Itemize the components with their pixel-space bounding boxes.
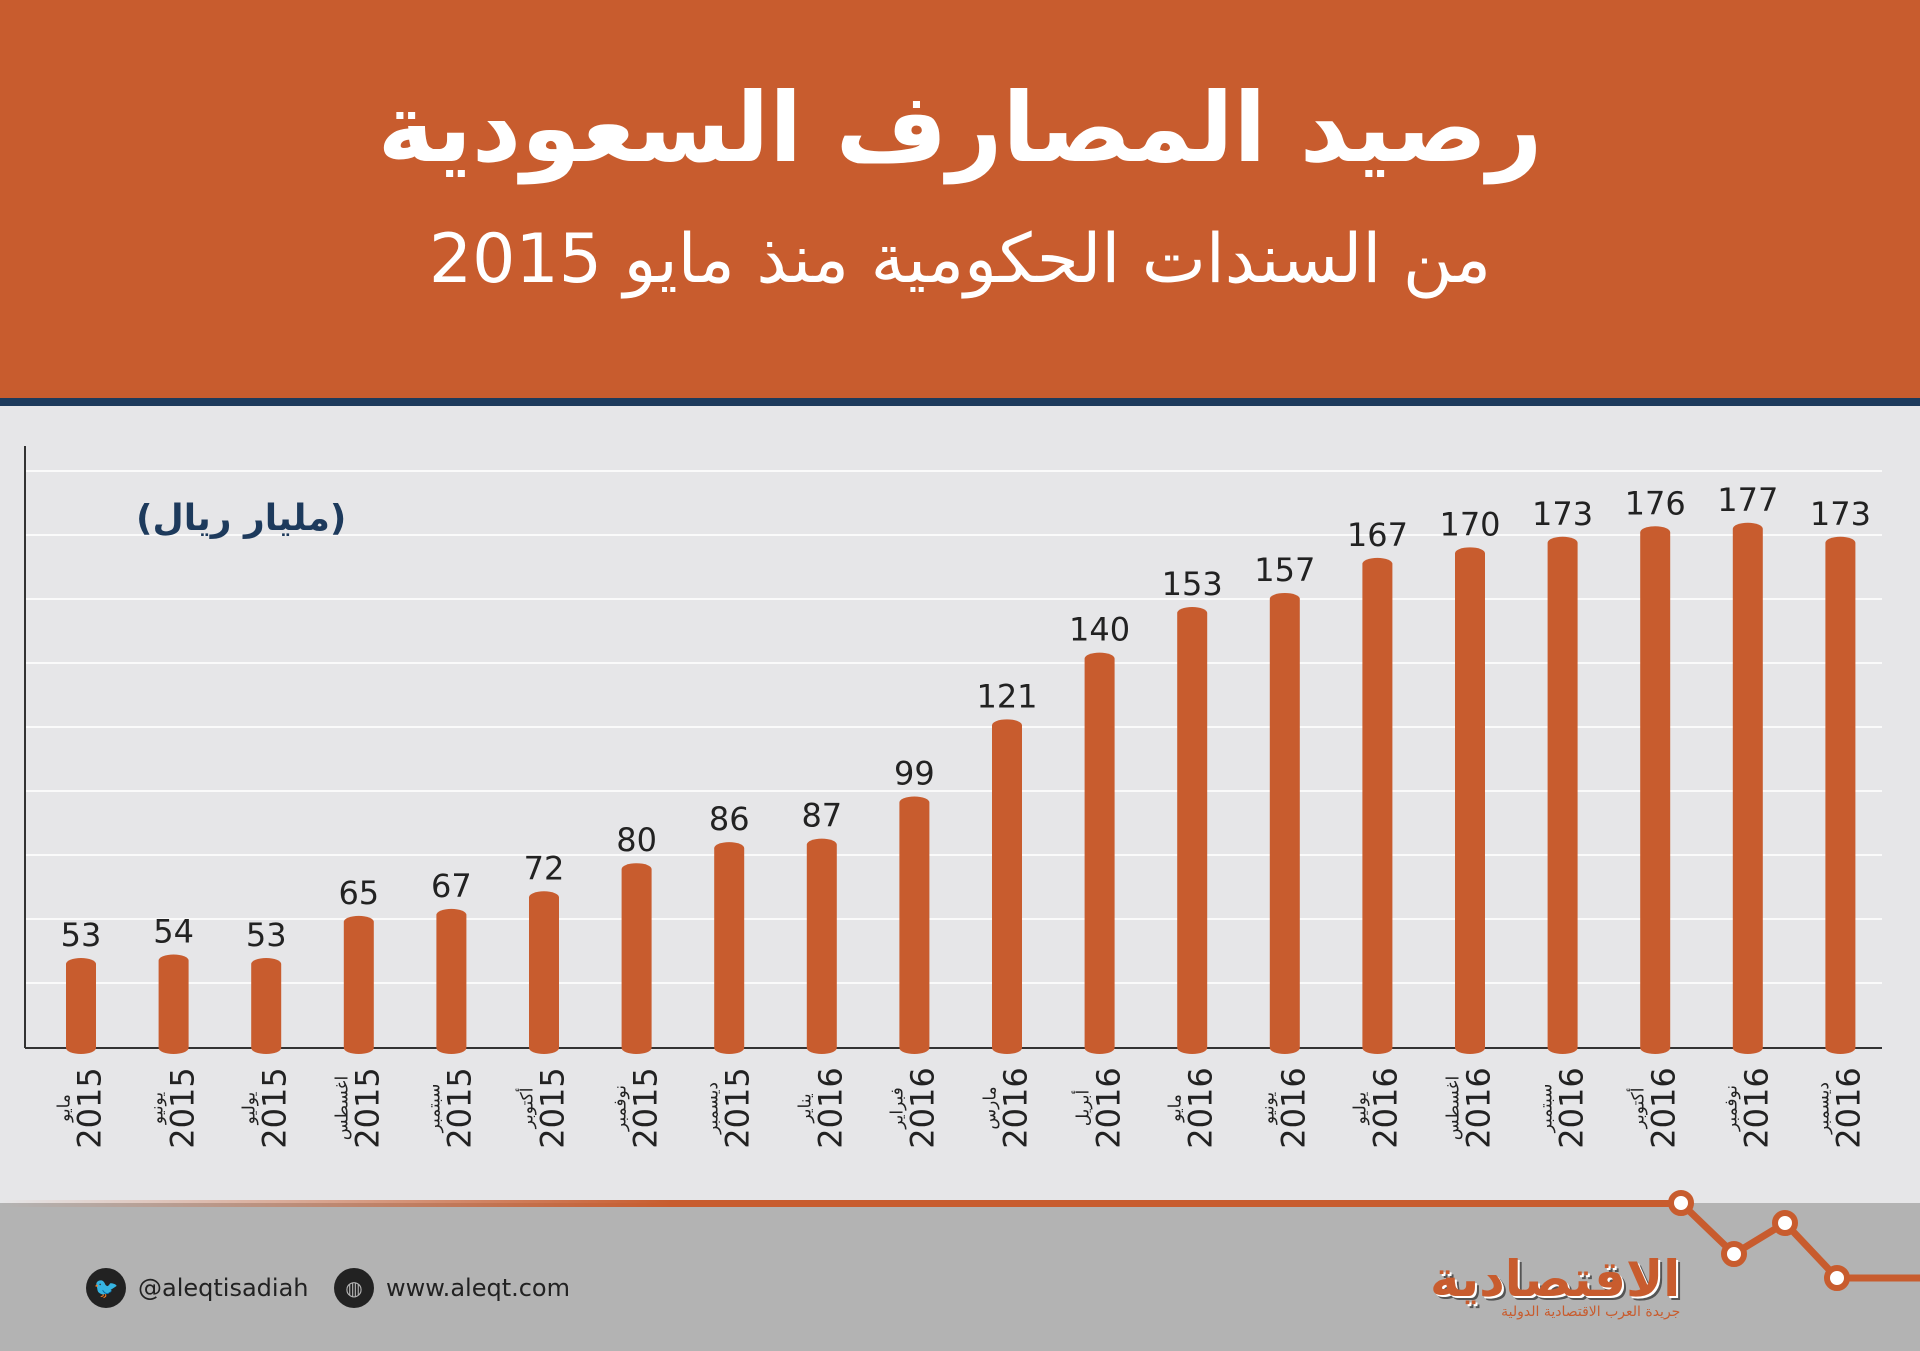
data-label: 86 xyxy=(709,800,750,838)
x-tick-label: سبتمبر 2015 xyxy=(425,1067,479,1149)
bar xyxy=(992,719,1022,1054)
logo: الاقتصادية جريدة العرب الاقتصادية الدولي… xyxy=(1430,1250,1680,1320)
x-tick-label: نوفمبر 2015 xyxy=(610,1067,665,1149)
bar xyxy=(158,954,189,1054)
bar xyxy=(343,915,374,1054)
x-tick-label: أكتوبر 2016 xyxy=(1629,1067,1683,1149)
bar xyxy=(1825,536,1856,1054)
data-label: 170 xyxy=(1439,505,1500,543)
header-banner: رصيد المصارف السعودية من السندات الحكومي… xyxy=(0,0,1920,398)
data-label: 167 xyxy=(1347,516,1408,554)
tick-year: 2016 xyxy=(1644,1067,1683,1149)
x-tick-label: أكتوبر 2015 xyxy=(518,1067,572,1149)
tick-year: 2016 xyxy=(903,1067,942,1149)
data-label: 65 xyxy=(338,874,379,912)
x-tick-label: مارس 2016 xyxy=(981,1067,1035,1149)
data-label: 140 xyxy=(1069,611,1130,649)
data-label: 53 xyxy=(61,916,102,954)
twitter-link[interactable]: 🐦 @aleqtisadiah xyxy=(86,1268,308,1308)
bar xyxy=(529,891,559,1054)
data-label: 72 xyxy=(524,849,565,887)
bar xyxy=(899,796,930,1054)
tick-year: 2016 xyxy=(1366,1067,1405,1149)
tick-year: 2016 xyxy=(1552,1067,1591,1149)
chart-subtitle: من السندات الحكومية منذ مايو 2015 xyxy=(428,220,1492,299)
tick-year: 2015 xyxy=(163,1067,202,1149)
footer xyxy=(0,1203,1920,1351)
data-label: 54 xyxy=(153,912,194,950)
x-tick-label: اغسطس 2016 xyxy=(1444,1067,1498,1149)
website-link[interactable]: ◍ www.aleqt.com xyxy=(334,1268,570,1308)
tick-year: 2016 xyxy=(1829,1067,1868,1149)
data-label: 153 xyxy=(1162,565,1223,603)
bar xyxy=(66,958,96,1054)
x-tick-label: أبريل 2016 xyxy=(1073,1067,1128,1149)
tick-year: 2015 xyxy=(255,1067,294,1149)
data-label: 99 xyxy=(894,755,935,793)
bar xyxy=(1177,607,1208,1054)
tick-year: 2016 xyxy=(811,1067,850,1149)
data-label: 87 xyxy=(801,797,842,835)
bar xyxy=(251,958,282,1054)
bar xyxy=(436,908,467,1054)
data-label: 67 xyxy=(431,867,472,905)
x-tick-label: مايو 2016 xyxy=(1166,1067,1220,1149)
x-tick-label: سبتمبر 2016 xyxy=(1536,1067,1591,1149)
tick-year: 2015 xyxy=(70,1067,109,1149)
x-tick-label: مايو 2015 xyxy=(55,1067,109,1149)
bar xyxy=(1455,547,1485,1054)
tick-year: 2016 xyxy=(1089,1067,1128,1149)
bar xyxy=(1084,652,1115,1054)
decorative-line xyxy=(0,1190,1920,1291)
x-tick-label: يونيو 2015 xyxy=(147,1067,202,1149)
tick-year: 2016 xyxy=(1181,1067,1220,1149)
x-tick-label: يونيو 2016 xyxy=(1258,1067,1313,1149)
bar xyxy=(1732,522,1763,1054)
tick-year: 2016 xyxy=(1459,1067,1498,1149)
tick-year: 2015 xyxy=(440,1067,479,1149)
website-url: www.aleqt.com xyxy=(386,1274,570,1302)
data-label: 157 xyxy=(1254,551,1315,589)
tick-year: 2015 xyxy=(626,1067,665,1149)
twitter-icon: 🐦 xyxy=(86,1268,126,1308)
unit-label: (مليار ريال) xyxy=(136,498,347,539)
data-label: 121 xyxy=(976,677,1037,715)
chart-title: رصيد المصارف السعودية xyxy=(377,72,1543,184)
globe-icon: ◍ xyxy=(334,1268,374,1308)
bar xyxy=(714,842,745,1054)
tick-year: 2016 xyxy=(1737,1067,1776,1149)
x-tick-label: اغسطس 2015 xyxy=(332,1067,387,1149)
data-label: 173 xyxy=(1532,495,1593,533)
logo-tagline: جريدة العرب الاقتصادية الدولية xyxy=(1501,1304,1681,1320)
x-tick-label: ديسمبر 2016 xyxy=(1814,1067,1868,1149)
data-label: 53 xyxy=(246,916,287,954)
x-tick-label: يوليو 2015 xyxy=(240,1067,294,1149)
bar xyxy=(806,838,837,1054)
bar xyxy=(1640,526,1671,1054)
tick-year: 2016 xyxy=(996,1067,1035,1149)
tick-year: 2015 xyxy=(718,1067,757,1149)
x-tick-label: نوفمبر 2016 xyxy=(1721,1067,1776,1149)
x-tick-label: فبراير 2016 xyxy=(888,1067,942,1149)
bar xyxy=(621,863,652,1054)
tick-year: 2016 xyxy=(1274,1067,1313,1149)
tick-year: 2015 xyxy=(348,1067,387,1149)
x-tick-label: يوليو 2016 xyxy=(1351,1067,1405,1149)
twitter-handle: @aleqtisadiah xyxy=(138,1274,309,1302)
data-label: 176 xyxy=(1625,484,1686,522)
tick-year: 2015 xyxy=(533,1067,572,1149)
data-label: 177 xyxy=(1717,481,1778,519)
divider xyxy=(0,398,1920,406)
logo-name: الاقتصادية xyxy=(1430,1250,1681,1308)
x-tick-label: ديسمبر 2015 xyxy=(703,1067,757,1149)
bar xyxy=(1547,536,1578,1054)
bar xyxy=(1269,592,1300,1054)
data-label: 80 xyxy=(616,821,657,859)
data-label: 173 xyxy=(1810,495,1871,533)
x-tick-label: يناير 2016 xyxy=(795,1067,850,1149)
bar-chart: 53 54 53 65 67 72 80 86 87 99 121 140 153 157 167 170 17… xyxy=(24,446,1882,1054)
bar xyxy=(1362,557,1393,1054)
